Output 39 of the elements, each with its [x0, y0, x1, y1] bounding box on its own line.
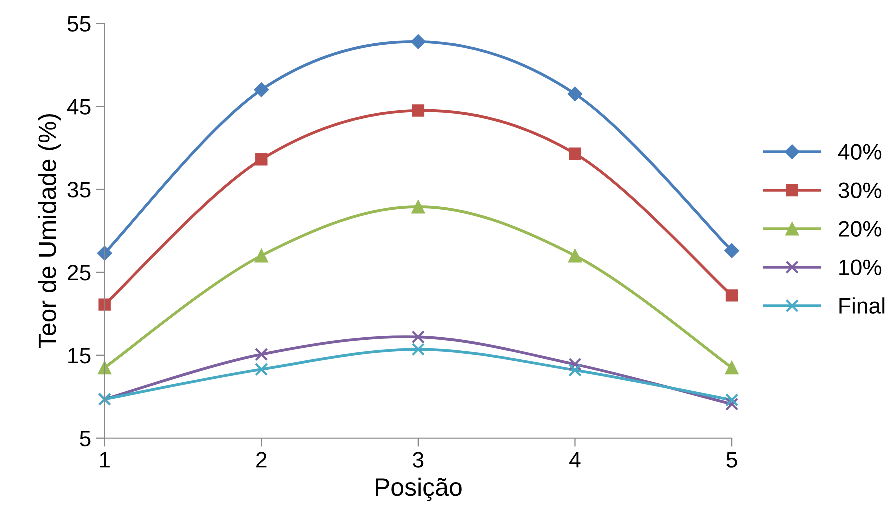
point — [98, 298, 111, 311]
legend-label: 40% — [838, 144, 882, 160]
point — [568, 249, 582, 263]
y-axis-title: Teor de Umidade (%) — [38, 114, 62, 349]
point — [568, 364, 582, 377]
y-tick-label: 55 — [68, 16, 91, 32]
y-tick-label: 35 — [68, 182, 91, 198]
point — [412, 104, 425, 117]
point — [726, 290, 738, 302]
x-tick-label: 3 — [413, 452, 424, 468]
point — [724, 243, 740, 258]
point — [254, 82, 270, 98]
y-tick-label: 15 — [68, 348, 91, 364]
point — [255, 362, 268, 376]
point — [568, 358, 582, 372]
legend-label: 10% — [840, 260, 882, 276]
point — [412, 200, 426, 214]
point — [254, 249, 268, 263]
x-tick-label: 4 — [570, 452, 581, 468]
y-tick-label: 25 — [68, 265, 91, 281]
point — [725, 361, 739, 375]
point — [255, 348, 268, 362]
legend-label: 30% — [838, 182, 882, 198]
point — [256, 154, 268, 166]
legend-label: 20% — [839, 221, 882, 237]
x-tick-label: 5 — [726, 452, 738, 468]
x-axis-title: Posição — [376, 478, 462, 502]
x-tick-label: 2 — [256, 452, 267, 468]
point — [412, 343, 426, 356]
point — [569, 148, 582, 160]
point — [412, 330, 426, 344]
point — [725, 394, 739, 407]
point — [725, 398, 739, 411]
y-tick-label: 5 — [80, 431, 91, 447]
x-tick-label: 1 — [100, 452, 110, 468]
point — [568, 86, 583, 102]
legend-label: Final — [840, 298, 885, 314]
point — [411, 34, 426, 50]
y-tick-label: 45 — [67, 99, 91, 115]
